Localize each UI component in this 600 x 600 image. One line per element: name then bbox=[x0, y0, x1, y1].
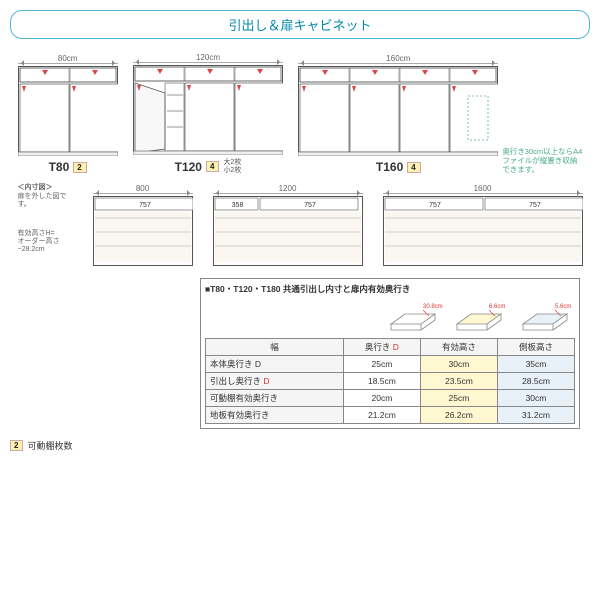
svg-text:757: 757 bbox=[529, 202, 541, 209]
internal-diagram: 757 757 bbox=[383, 196, 583, 266]
width-dim: 120cm bbox=[133, 53, 283, 63]
internal-left-notes: ＜内寸図＞ 扉を外した図です。 有効高さH= オーダー高さ −28.2cm bbox=[18, 184, 78, 254]
mini-diagrams: 30.8cm 6.6cm 5.6cm bbox=[205, 298, 575, 334]
model-label: T120 bbox=[175, 160, 202, 174]
section-title: 引出し＆扉キャビネット bbox=[10, 10, 590, 39]
mini-diagram: 5.6cm bbox=[515, 298, 575, 334]
mini-diagram: 30.8cm bbox=[383, 298, 443, 334]
internal-diagram: 358 757 bbox=[213, 196, 363, 266]
svg-text:757: 757 bbox=[304, 202, 316, 209]
legend-badge: 2 bbox=[10, 440, 23, 451]
shelf-badge: 4 bbox=[206, 161, 219, 172]
shelf-badge: 4 bbox=[407, 162, 420, 173]
width-dim: 80cm bbox=[18, 54, 118, 64]
svg-text:5.6cm: 5.6cm bbox=[555, 304, 571, 310]
table-title: ■T80・T120・T180 共通引出し内寸と扉内有効奥行き bbox=[205, 283, 575, 295]
svg-text:6.6cm: 6.6cm bbox=[489, 304, 505, 310]
internal-diagram: 757 bbox=[93, 196, 193, 266]
badge-note: 大2枚小2枚 bbox=[223, 159, 241, 174]
cabinet-row: 80cmT80 2 120cmT120 4 大2枚小2枚160cmT160 4 … bbox=[10, 53, 590, 174]
svg-text:757: 757 bbox=[429, 202, 441, 209]
cabinet-T160 bbox=[298, 66, 498, 156]
width-dim: 160cm bbox=[298, 54, 498, 64]
dimension-table: 幅奥行き D有効高さ側板高さ本体奥行き D25cm30cm35cm引出し奥行き … bbox=[205, 338, 575, 424]
model-label: T160 bbox=[376, 160, 403, 174]
legend: 2 可動棚枚数 bbox=[10, 439, 590, 452]
cabinet-T120 bbox=[133, 65, 283, 155]
model-label: T80 bbox=[49, 160, 70, 174]
a4-note: 奥行き30cm以上ならA4ファイルが縦置き収納できます。 bbox=[502, 147, 582, 174]
legend-text: 可動棚枚数 bbox=[27, 439, 72, 452]
dimension-table-wrap: ■T80・T120・T180 共通引出し内寸と扉内有効奥行き 30.8cm 6.… bbox=[200, 278, 580, 429]
mini-diagram: 6.6cm bbox=[449, 298, 509, 334]
svg-text:757: 757 bbox=[139, 202, 151, 209]
svg-text:358: 358 bbox=[231, 202, 243, 209]
internal-row: ＜内寸図＞ 扉を外した図です。 有効高さH= オーダー高さ −28.2cm 80… bbox=[10, 184, 590, 266]
cabinet-T80 bbox=[18, 66, 118, 156]
svg-text:30.8cm: 30.8cm bbox=[423, 304, 443, 310]
shelf-badge: 2 bbox=[73, 162, 86, 173]
